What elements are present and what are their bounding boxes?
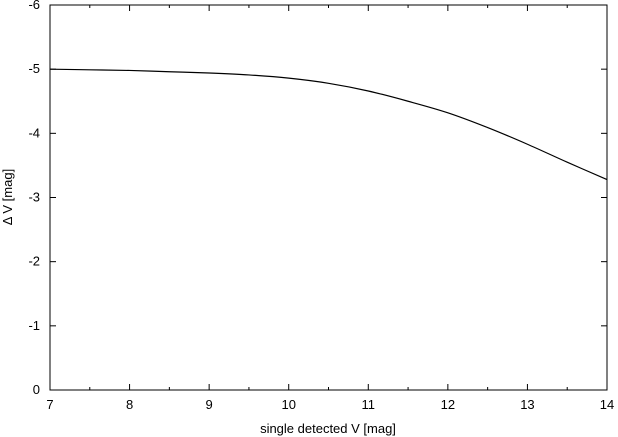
series-layer bbox=[49, 68, 608, 181]
x-tick-label: 11 bbox=[362, 397, 376, 412]
y-axis-label: Δ V [mag] bbox=[0, 169, 15, 225]
x-tick-label: 12 bbox=[441, 397, 455, 412]
x-tick-label: 10 bbox=[281, 397, 295, 412]
y-tick-label: -6 bbox=[28, 0, 40, 12]
x-axis-label: single detected V [mag] bbox=[260, 421, 396, 436]
x-tick-label: 14 bbox=[600, 397, 614, 412]
y-tick-label: -2 bbox=[28, 254, 40, 269]
y-tick-label: -5 bbox=[28, 61, 40, 76]
y-tick-label: 0 bbox=[33, 382, 40, 397]
x-tick-label: 7 bbox=[46, 397, 53, 412]
x-tick-label: 13 bbox=[520, 397, 534, 412]
y-tick-label: -3 bbox=[28, 190, 40, 205]
y-axis-ticks: 0 -1 -2 -3 -4 -5 -6 bbox=[28, 0, 607, 397]
x-tick-label: 9 bbox=[206, 397, 213, 412]
plot-frame bbox=[49, 4, 608, 391]
y-tick-label: -4 bbox=[28, 125, 40, 140]
y-tick-label: -1 bbox=[28, 318, 40, 333]
series-line-0 bbox=[49, 68, 608, 181]
x-axis-ticks: 7 8 9 10 11 12 13 14 bbox=[46, 5, 614, 412]
x-tick-label: 8 bbox=[126, 397, 133, 412]
